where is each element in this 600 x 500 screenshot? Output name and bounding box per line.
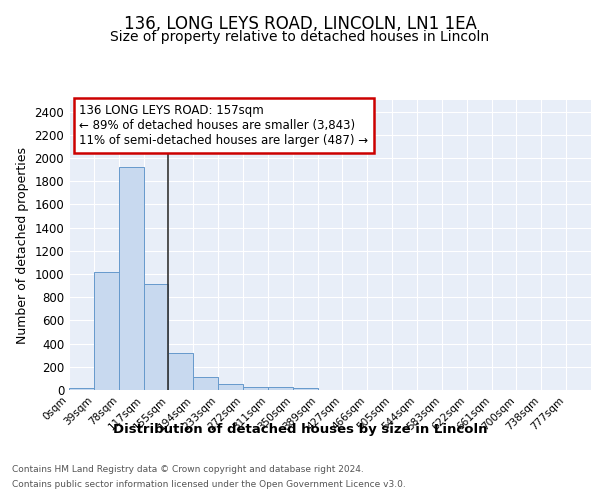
Text: Contains HM Land Registry data © Crown copyright and database right 2024.: Contains HM Land Registry data © Crown c… [12,465,364,474]
Bar [193,377,218,390]
Bar [293,388,317,390]
Bar [169,353,193,390]
Bar [119,168,143,390]
Bar [143,284,169,390]
Bar [268,386,293,390]
Text: Size of property relative to detached houses in Lincoln: Size of property relative to detached ho… [110,30,490,44]
Bar [243,386,268,390]
Text: 136, LONG LEYS ROAD, LINCOLN, LN1 1EA: 136, LONG LEYS ROAD, LINCOLN, LN1 1EA [124,15,476,33]
Text: Distribution of detached houses by size in Lincoln: Distribution of detached houses by size … [113,422,487,436]
Y-axis label: Number of detached properties: Number of detached properties [16,146,29,344]
Bar [218,384,243,390]
Text: 136 LONG LEYS ROAD: 157sqm
← 89% of detached houses are smaller (3,843)
11% of s: 136 LONG LEYS ROAD: 157sqm ← 89% of deta… [79,104,368,148]
Bar [94,272,119,390]
Text: Contains public sector information licensed under the Open Government Licence v3: Contains public sector information licen… [12,480,406,489]
Bar [69,388,94,390]
